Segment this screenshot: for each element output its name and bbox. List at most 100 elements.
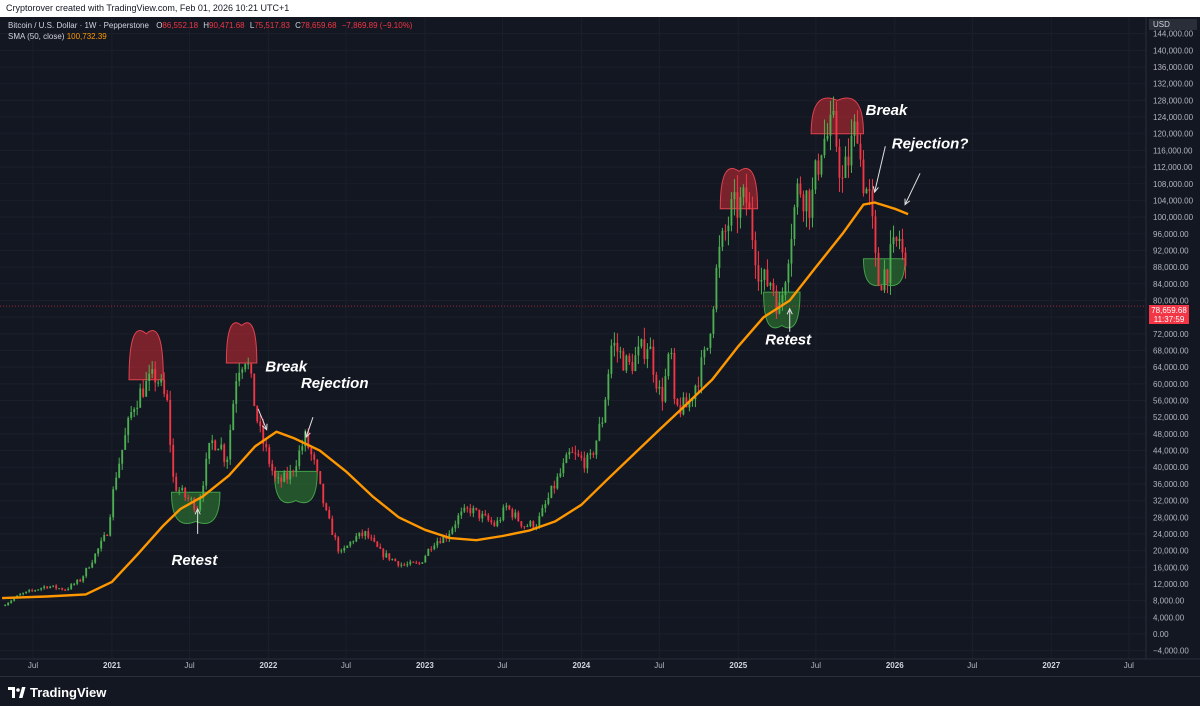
candle[interactable] bbox=[385, 550, 388, 559]
candle[interactable] bbox=[586, 452, 589, 474]
candle[interactable] bbox=[862, 150, 865, 197]
candle[interactable] bbox=[181, 485, 184, 492]
candle[interactable] bbox=[751, 196, 754, 250]
symbol-name[interactable]: Bitcoin / U.S. Dollar · 1W · Pepperstone bbox=[8, 21, 149, 30]
currency-label[interactable]: USD bbox=[1149, 19, 1197, 30]
candle[interactable] bbox=[22, 592, 25, 596]
candle[interactable] bbox=[145, 371, 148, 398]
candle[interactable] bbox=[310, 446, 313, 461]
candle[interactable] bbox=[409, 559, 412, 566]
candle[interactable] bbox=[604, 396, 607, 424]
candle[interactable] bbox=[169, 390, 172, 453]
candle[interactable] bbox=[820, 154, 823, 178]
candle[interactable] bbox=[481, 510, 484, 523]
candle[interactable] bbox=[577, 449, 580, 458]
candle[interactable] bbox=[634, 346, 637, 372]
candle[interactable] bbox=[832, 96, 835, 118]
candles[interactable] bbox=[4, 96, 907, 607]
candle[interactable] bbox=[526, 524, 529, 528]
candle[interactable] bbox=[67, 587, 70, 591]
candle[interactable] bbox=[718, 235, 721, 278]
candle[interactable] bbox=[322, 483, 325, 507]
price-axis[interactable]: 144,000.00 140,000.00 136,000.00 132,000.00… bbox=[1145, 17, 1200, 676]
candle[interactable] bbox=[82, 575, 85, 583]
candle[interactable] bbox=[739, 187, 742, 229]
candle[interactable] bbox=[292, 469, 295, 477]
candle[interactable] bbox=[865, 187, 868, 194]
candle[interactable] bbox=[583, 451, 586, 473]
candle[interactable] bbox=[877, 247, 880, 287]
candle[interactable] bbox=[574, 445, 577, 460]
candle[interactable] bbox=[592, 451, 595, 458]
candle[interactable] bbox=[478, 509, 481, 522]
candle[interactable] bbox=[706, 347, 709, 351]
candle[interactable] bbox=[841, 165, 844, 193]
candle[interactable] bbox=[109, 514, 112, 537]
candle[interactable] bbox=[727, 216, 730, 246]
candle[interactable] bbox=[421, 562, 424, 564]
candle[interactable] bbox=[358, 532, 361, 539]
annotation[interactable]: Rejection bbox=[301, 375, 369, 439]
candle[interactable] bbox=[703, 346, 706, 365]
candle[interactable] bbox=[772, 278, 775, 297]
candle[interactable] bbox=[133, 407, 136, 418]
candle[interactable] bbox=[658, 380, 661, 395]
candle[interactable] bbox=[697, 376, 700, 394]
candle[interactable] bbox=[835, 101, 838, 153]
candle[interactable] bbox=[58, 587, 61, 590]
candle[interactable] bbox=[232, 400, 235, 431]
candle[interactable] bbox=[799, 176, 802, 198]
candle[interactable] bbox=[856, 110, 859, 144]
candle[interactable] bbox=[202, 481, 205, 503]
candle[interactable] bbox=[547, 492, 550, 506]
tradingview-logo[interactable]: TradingView bbox=[8, 685, 106, 700]
candle[interactable] bbox=[49, 585, 52, 589]
candle[interactable] bbox=[274, 466, 277, 483]
candle[interactable] bbox=[217, 448, 220, 451]
candle[interactable] bbox=[223, 443, 226, 467]
candle[interactable] bbox=[415, 560, 418, 565]
candle[interactable] bbox=[898, 230, 901, 250]
candle[interactable] bbox=[730, 192, 733, 232]
candle[interactable] bbox=[64, 588, 67, 592]
candle[interactable] bbox=[46, 585, 49, 590]
candle[interactable] bbox=[283, 470, 286, 483]
candle[interactable] bbox=[10, 599, 13, 604]
candle[interactable] bbox=[817, 153, 820, 181]
candle[interactable] bbox=[388, 553, 391, 562]
candle[interactable] bbox=[874, 209, 877, 267]
candle[interactable] bbox=[667, 352, 670, 380]
candle[interactable] bbox=[649, 337, 652, 350]
candle[interactable] bbox=[391, 558, 394, 561]
candle[interactable] bbox=[160, 374, 163, 387]
candle[interactable] bbox=[55, 584, 58, 591]
candle[interactable] bbox=[265, 438, 268, 452]
candle[interactable] bbox=[31, 588, 34, 593]
candle[interactable] bbox=[664, 368, 667, 403]
candle[interactable] bbox=[364, 530, 367, 540]
candle[interactable] bbox=[823, 119, 826, 159]
candle[interactable] bbox=[106, 534, 109, 537]
candle[interactable] bbox=[208, 442, 211, 465]
candle[interactable] bbox=[517, 510, 520, 522]
candle[interactable] bbox=[124, 427, 127, 450]
candle[interactable] bbox=[655, 371, 658, 393]
candle[interactable] bbox=[346, 545, 349, 549]
candle[interactable] bbox=[379, 543, 382, 550]
candle[interactable] bbox=[433, 542, 436, 551]
candle[interactable] bbox=[193, 496, 196, 513]
candle[interactable] bbox=[424, 554, 427, 563]
candle[interactable] bbox=[94, 553, 97, 564]
candle[interactable] bbox=[508, 504, 511, 511]
candle[interactable] bbox=[340, 548, 343, 554]
candle[interactable] bbox=[73, 582, 76, 586]
candle[interactable] bbox=[85, 567, 88, 579]
candle[interactable] bbox=[220, 437, 223, 451]
candle[interactable] bbox=[808, 188, 811, 230]
candle[interactable] bbox=[814, 159, 817, 194]
candle[interactable] bbox=[121, 449, 124, 470]
candle[interactable] bbox=[646, 343, 649, 369]
candle[interactable] bbox=[157, 380, 160, 387]
candle[interactable] bbox=[520, 520, 523, 529]
candle[interactable] bbox=[343, 545, 346, 553]
